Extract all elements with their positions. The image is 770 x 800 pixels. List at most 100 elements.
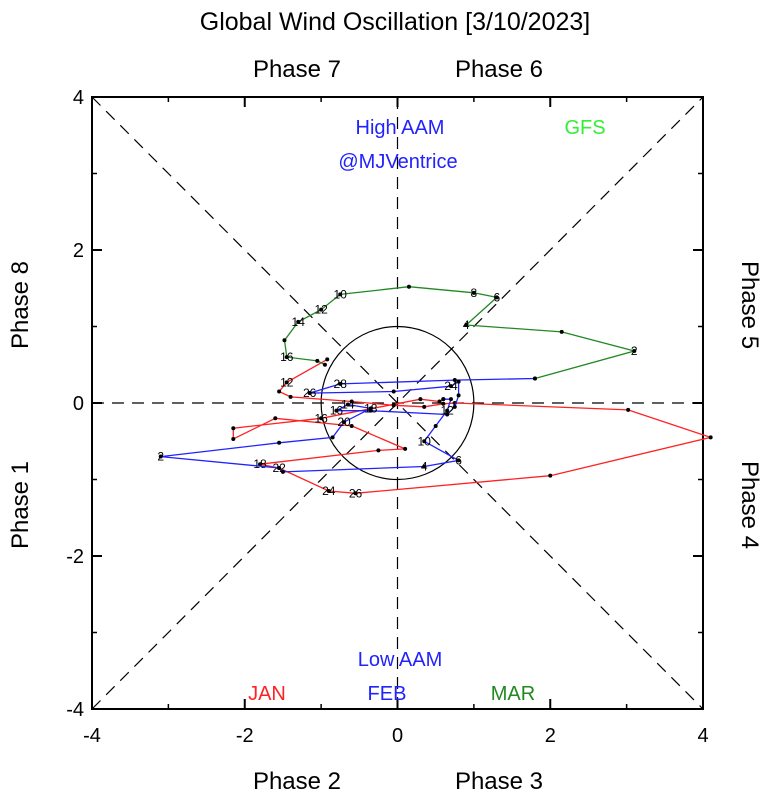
data-point-feb [456,393,461,398]
data-point-feb [448,397,453,402]
data-point-feb [330,435,335,440]
data-point-feb [433,423,438,428]
data-point-feb [391,389,396,394]
legend-jan: JAN [248,683,286,705]
data-point-feb [445,408,450,413]
day-label-jan: 16 [314,411,328,425]
data-point-mar [322,362,327,367]
day-label-jan: 12 [280,375,294,389]
data-point-feb [338,381,343,386]
day-label-feb: 14 [341,398,355,412]
day-label-mar: 16 [280,350,294,364]
phase-3-label: Phase 3 [455,768,543,795]
data-point-feb [441,397,446,402]
day-label-feb: 12 [440,404,454,418]
x-tick-label: 2 [545,725,556,747]
chart-title: Global Wind Oscillation [3/10/2023] [200,8,591,36]
x-tick-label: 4 [697,725,708,747]
x-tick-label: -2 [236,725,254,747]
data-point-jan [353,491,358,496]
phase-5-label: Phase 5 [736,261,763,349]
data-point-feb [158,454,163,459]
day-label-feb: 6 [455,453,462,467]
data-point-jan [284,380,289,385]
data-point-jan [325,357,330,362]
data-point-jan [326,488,331,493]
day-label-feb: 28 [334,377,348,391]
plot-area: -4-2024-4-202412161822242624610121416182… [66,87,713,747]
data-point-mar [296,319,301,324]
data-point-mar [315,358,320,363]
data-point-jan [418,397,423,402]
y-tick-label: -4 [66,699,84,721]
day-label-feb: 10 [418,434,432,448]
day-label-mar: 4 [463,318,470,332]
data-point-mar [406,284,411,289]
day-label-jan: 26 [349,486,363,500]
data-point-jan [319,416,324,421]
diagonal-line-1 [91,96,704,710]
data-point-jan [273,416,278,421]
day-label-mar: 6 [493,290,500,304]
diagonal-line-2 [91,96,704,710]
data-point-jan [288,394,293,399]
data-point-jan [258,462,263,467]
data-point-feb [307,391,312,396]
data-point-feb [422,439,427,444]
day-label-feb: 16 [330,404,344,418]
x-tick-label: 0 [392,725,403,747]
data-point-feb [445,412,450,417]
data-point-jan [403,446,408,451]
day-label-feb: 2 [157,450,164,464]
data-point-mar [632,348,637,353]
data-point-feb [422,464,427,469]
data-point-feb [334,408,339,413]
data-point-mar [282,338,287,343]
day-label-feb: 26 [303,386,317,400]
day-label-feb: 24 [444,379,458,393]
data-point-feb [452,404,457,409]
day-label-feb: 20 [337,415,351,429]
phase-8-label: Phase 8 [7,261,34,349]
high-aam-label: High AAM [356,117,445,139]
month-legend: JAN FEB MAR [248,683,535,705]
data-point-feb [448,384,453,389]
data-point-mar [559,329,564,334]
phase-4-label: Phase 4 [736,461,763,549]
data-point-jan [231,436,236,441]
unit-circle [320,325,475,481]
data-point-jan [441,401,446,406]
data-point-mar [471,290,476,295]
legend-mar: MAR [491,683,535,705]
data-point-jan [277,389,282,394]
data-point-feb [280,469,285,474]
data-point-feb [456,379,461,384]
data-point-feb [345,402,350,407]
data-point-feb [452,378,457,383]
low-aam-label: Low AAM [358,649,442,671]
data-point-feb [277,466,282,471]
day-label-feb: 4 [421,459,428,473]
y-tick-label: 0 [73,393,84,415]
x-tick-label: -4 [83,725,101,747]
data-point-jan [349,399,354,404]
data-point-mar [284,355,289,360]
data-point-feb [368,408,373,413]
data-point-feb [342,420,347,425]
data-point-jan [708,435,713,440]
data-point-feb [456,458,461,463]
data-point-jan [391,403,396,408]
phase-1-label: Phase 1 [7,461,34,549]
series-line-mar [283,286,637,380]
y-tick-label: 2 [73,240,84,262]
legend-feb: FEB [368,683,407,705]
day-label-mar: 8 [471,286,478,300]
day-label-mar: 10 [334,287,348,301]
data-point-jan [231,426,236,431]
data-point-jan [548,473,553,478]
data-point-mar [464,322,469,327]
day-label-mar: 14 [292,315,306,329]
phase-6-label: Phase 6 [455,56,543,83]
day-label-mar: 2 [631,344,638,358]
